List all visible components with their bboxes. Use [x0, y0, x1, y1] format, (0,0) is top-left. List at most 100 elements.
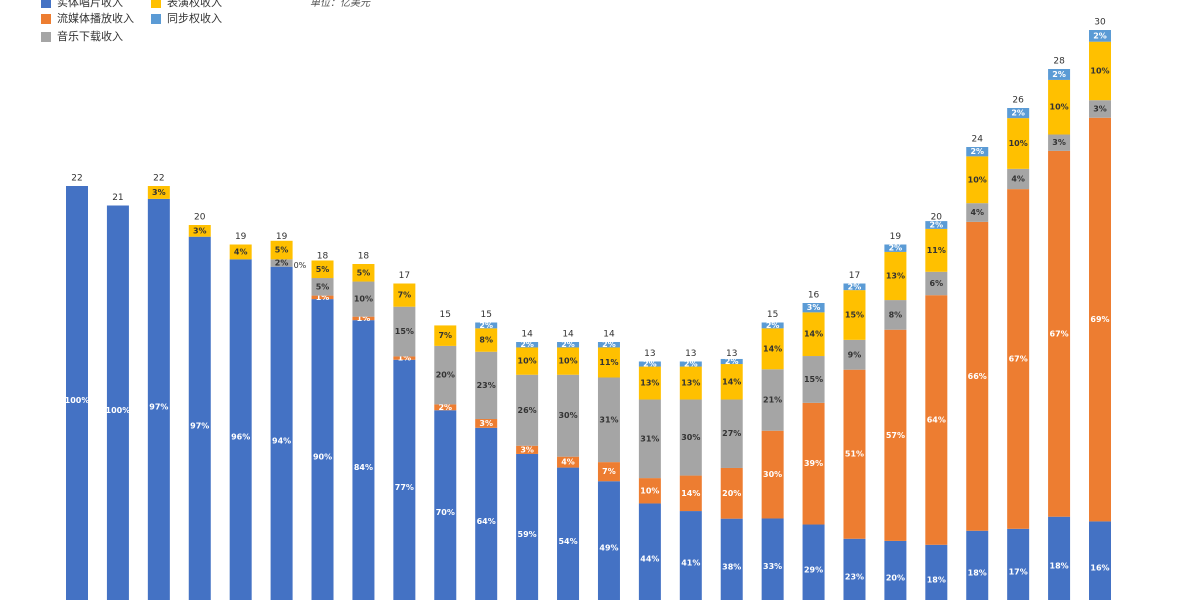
bar-segment	[352, 281, 375, 317]
data-label: 27%	[722, 429, 741, 438]
bar-segment	[1089, 521, 1111, 600]
bar-segment	[925, 221, 948, 229]
bar-segment	[761, 369, 784, 431]
data-label: 49%	[599, 544, 618, 553]
data-label: 6%	[930, 279, 944, 288]
bar-segment	[557, 342, 580, 348]
bar-segment	[66, 186, 88, 600]
data-label: 15%	[845, 310, 864, 319]
bar-segment	[147, 186, 170, 199]
bar-segment	[1089, 117, 1111, 522]
data-label: 31%	[640, 434, 659, 443]
data-label: 3%	[193, 226, 207, 235]
data-label: 67%	[1009, 354, 1028, 363]
legend-swatch	[151, 14, 161, 24]
data-label: 2%	[1011, 109, 1025, 118]
data-label: 3%	[520, 445, 534, 454]
bar-segment	[1007, 168, 1030, 190]
data-label: 18%	[968, 568, 987, 577]
data-label: 39%	[804, 459, 823, 468]
bar-segment	[352, 320, 375, 600]
data-label: 14%	[722, 377, 741, 386]
bar-segment	[270, 259, 293, 267]
data-label: 64%	[927, 416, 946, 425]
total-label: 21	[112, 193, 123, 203]
data-label: 97%	[149, 402, 168, 411]
data-label: 9%	[848, 350, 862, 359]
data-label: 100%	[65, 396, 90, 405]
data-label: 30%	[763, 470, 782, 479]
data-label: 18%	[1050, 561, 1069, 570]
data-label: 2%	[643, 360, 657, 369]
legend-label: 同步权收入	[167, 11, 222, 25]
bar-segment	[884, 251, 907, 301]
total-label: 19	[890, 232, 902, 242]
total-label: 13	[685, 349, 696, 359]
bar-segment	[393, 306, 416, 357]
data-label: 29%	[804, 565, 823, 574]
data-label: 10%	[518, 357, 537, 366]
bar-segment	[516, 374, 539, 446]
data-label: 2%	[602, 340, 616, 349]
bar-segment	[679, 511, 702, 600]
data-label: 54%	[558, 537, 577, 546]
data-label: 10%	[558, 357, 577, 366]
data-label: 4%	[561, 458, 575, 467]
data-label: 2%	[479, 321, 493, 330]
bar-segment	[638, 503, 661, 600]
bar-segment	[884, 244, 907, 252]
bar-segment	[516, 342, 539, 348]
data-label: 13%	[681, 379, 700, 388]
data-label: 23%	[477, 381, 496, 390]
bar-segment	[311, 278, 334, 296]
data-label: 57%	[886, 431, 905, 440]
data-label: 21%	[763, 396, 782, 405]
data-label: 96%	[231, 433, 250, 442]
total-label: 13	[644, 349, 655, 359]
data-label: 5%	[316, 282, 330, 291]
data-label: 2%	[930, 221, 944, 230]
bar-segment	[720, 364, 743, 400]
data-label: 2%	[725, 357, 739, 366]
data-label: 2%	[438, 403, 452, 412]
data-label: 30%	[558, 411, 577, 420]
bar-segment	[434, 404, 457, 411]
data-label: 100%	[106, 406, 131, 415]
bar-segment	[925, 295, 948, 545]
bar-segment	[597, 481, 620, 600]
bar-segment	[802, 402, 825, 525]
bar-segment	[843, 538, 866, 600]
bar-segment	[1048, 516, 1071, 600]
bar-segment	[679, 361, 702, 367]
bar-segment	[843, 339, 866, 370]
total-label: 16	[808, 291, 820, 301]
total-label: 17	[399, 271, 410, 281]
data-label: 20%	[722, 489, 741, 498]
data-label: 38%	[722, 562, 741, 571]
data-label: 10%	[1050, 103, 1069, 112]
data-label: 2%	[1052, 70, 1066, 79]
bar-segment	[638, 366, 661, 400]
bar-segment	[720, 399, 743, 468]
bar-segment	[475, 328, 498, 352]
data-label: 84%	[354, 463, 373, 472]
bar-segment	[393, 356, 416, 360]
bar-segment	[802, 303, 825, 313]
data-label: 51%	[845, 450, 864, 459]
legend-label: 表演权收入	[167, 0, 222, 9]
data-label: 8%	[479, 336, 493, 345]
bar-segment	[311, 299, 334, 600]
total-label: 13	[726, 349, 737, 359]
data-label: 11%	[927, 246, 946, 255]
bar-segment	[557, 456, 580, 468]
bar-segment	[720, 467, 743, 519]
data-label: 15%	[395, 327, 414, 336]
bar-segment	[761, 430, 784, 519]
bar-segment	[925, 544, 948, 600]
bar-segment	[1048, 69, 1071, 80]
data-label: 90%	[313, 453, 332, 462]
total-label: 14	[603, 330, 615, 340]
bar-segment	[516, 453, 539, 600]
data-label: 2%	[1093, 31, 1107, 40]
total-label: 26	[1012, 96, 1024, 106]
